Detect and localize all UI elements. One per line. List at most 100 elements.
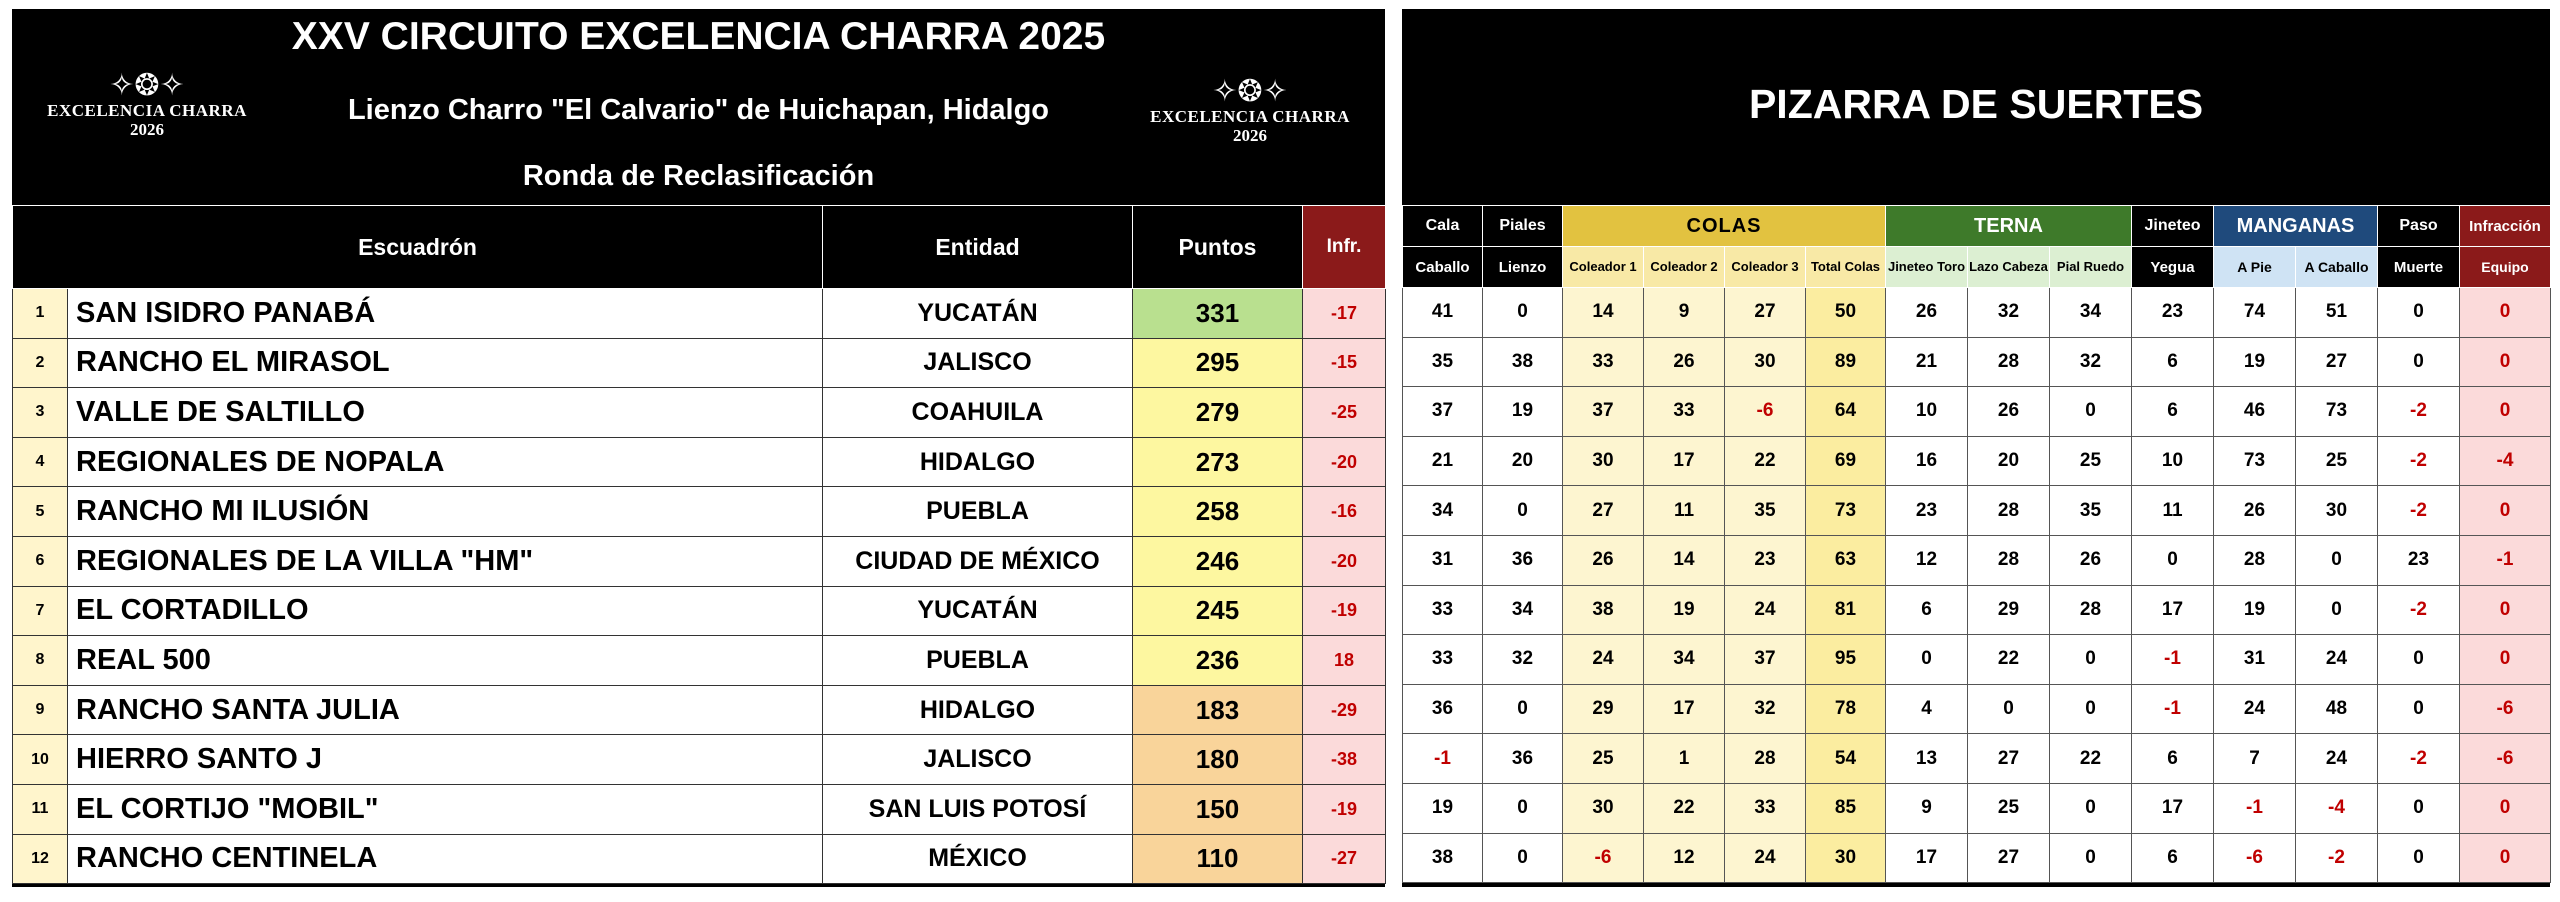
cala-caballo-cell: 34: [1402, 485, 1483, 536]
position-cell: 4: [12, 436, 68, 488]
jineteo-yegua-cell: 6: [2131, 733, 2214, 784]
classification-header: XXV CIRCUITO EXCELENCIA CHARRA 2025 ✧❂✧ …: [12, 9, 1385, 205]
position-cell: 7: [12, 585, 68, 637]
points-cell: 273: [1132, 436, 1303, 488]
horseshoe-icon: ✧❂✧: [1212, 75, 1288, 108]
mangana-a-pie-cell: 28: [2213, 534, 2296, 586]
coleador-1-cell: 29: [1562, 683, 1644, 735]
pial-ruedo-cell: 28: [2049, 584, 2132, 636]
paso-muerte-cell: -2: [2377, 485, 2460, 536]
paso-muerte-cell: -2: [2377, 584, 2460, 636]
team-name-cell: EL CORTADILLO: [67, 585, 823, 637]
total-colas-cell: 85: [1805, 782, 1886, 834]
paso-muerte-cell: 0: [2377, 336, 2460, 388]
jineteo-toro-cell: 23: [1885, 485, 1968, 536]
subheader-lazo-cabeza: Lazo Cabeza: [1967, 246, 2050, 288]
piales-lienzo-cell: 19: [1482, 386, 1563, 437]
scoreboard-panel: PIZARRA DE SUERTES Cala Piales COLAS TER…: [1402, 9, 2551, 887]
standings-row: 11 EL CORTIJO "MOBIL" SAN LUIS POTOSÍ 150 -1…: [12, 783, 1386, 835]
team-name-cell: RANCHO SANTA JULIA: [67, 684, 823, 736]
piales-lienzo-cell: 38: [1482, 336, 1563, 388]
cala-caballo-cell: 41: [1402, 287, 1483, 338]
mangana-a-caballo-cell: 73: [2295, 386, 2378, 437]
state-cell: PUEBLA: [822, 635, 1133, 686]
coleador-2-cell: 14: [1643, 534, 1725, 586]
paso-muerte-cell: -2: [2377, 733, 2460, 784]
coleador-1-cell: 26: [1562, 534, 1644, 586]
coleador-2-cell: 11: [1643, 485, 1725, 536]
penalty-cell: -19: [1302, 585, 1386, 637]
piales-lienzo-cell: 0: [1482, 485, 1563, 536]
coleador-3-cell: -6: [1724, 386, 1806, 437]
total-colas-cell: 50: [1805, 287, 1886, 338]
scoreboard-row: 37 19 37 33 -6 64 10 26 0 6 46 73 -2 0: [1402, 386, 2551, 437]
penalty-cell: -27: [1302, 833, 1386, 885]
jineteo-toro-cell: 17: [1885, 832, 1968, 884]
position-cell: 9: [12, 684, 68, 736]
mangana-a-pie-cell: 46: [2213, 386, 2296, 437]
points-cell: 180: [1132, 734, 1303, 785]
coleador-3-cell: 22: [1724, 435, 1806, 487]
cala-caballo-cell: 21: [1402, 435, 1483, 487]
penalty-cell: -17: [1302, 288, 1386, 339]
pial-ruedo-cell: 0: [2049, 683, 2132, 735]
state-cell: YUCATÁN: [822, 585, 1133, 637]
lazo-cabeza-cell: 26: [1967, 386, 2050, 437]
points-cell: 331: [1132, 288, 1303, 339]
piales-lienzo-cell: 0: [1482, 782, 1563, 834]
total-colas-cell: 30: [1805, 832, 1886, 884]
infraccion-equipo-cell: 0: [2459, 336, 2551, 388]
cala-caballo-cell: 31: [1402, 534, 1483, 586]
cala-caballo-cell: 36: [1402, 683, 1483, 735]
team-name-cell: REAL 500: [67, 635, 823, 686]
subheader-yegua: Yegua: [2131, 246, 2214, 288]
subheader-coleador-2: Coleador 2: [1643, 246, 1725, 288]
infraccion-equipo-cell: 0: [2459, 485, 2551, 536]
jineteo-yegua-cell: 11: [2131, 485, 2214, 536]
paso-muerte-cell: 0: [2377, 782, 2460, 834]
pial-ruedo-cell: 0: [2049, 386, 2132, 437]
mangana-a-caballo-cell: -4: [2295, 782, 2378, 834]
coleador-1-cell: 37: [1562, 386, 1644, 437]
state-cell: YUCATÁN: [822, 288, 1133, 339]
piales-lienzo-cell: 34: [1482, 584, 1563, 636]
coleador-2-cell: 34: [1643, 634, 1725, 685]
state-cell: CIUDAD DE MÉXICO: [822, 535, 1133, 587]
venue-subtitle: Lienzo Charro "El Calvario" de Huichapan…: [347, 94, 1050, 126]
jineteo-toro-cell: 9: [1885, 782, 1968, 834]
subheader-pial-ruedo: Pial Ruedo: [2049, 246, 2132, 288]
jineteo-toro-cell: 12: [1885, 534, 1968, 586]
jineteo-toro-cell: 16: [1885, 435, 1968, 487]
coleador-3-cell: 30: [1724, 336, 1806, 388]
team-name-cell: SAN ISIDRO PANABÁ: [67, 288, 823, 339]
position-cell: 1: [12, 288, 68, 339]
mangana-a-caballo-cell: 48: [2295, 683, 2378, 735]
mangana-a-pie-cell: 19: [2213, 336, 2296, 388]
coleador-1-cell: 25: [1562, 733, 1644, 784]
pial-ruedo-cell: 0: [2049, 782, 2132, 834]
total-colas-cell: 95: [1805, 634, 1886, 685]
scoreboard-row: 35 38 33 26 30 89 21 28 32 6 19 27 0 0: [1402, 336, 2551, 388]
group-header-terna: TERNA: [1885, 205, 2132, 247]
subheader-caballo: Caballo: [1402, 246, 1483, 288]
coleador-1-cell: -6: [1562, 832, 1644, 884]
paso-muerte-cell: -2: [2377, 386, 2460, 437]
standings-row: 1 SAN ISIDRO PANABÁ YUCATÁN 331 -17: [12, 288, 1386, 339]
subheader-equipo: Equipo: [2459, 246, 2551, 288]
infraccion-equipo-cell: 0: [2459, 634, 2551, 685]
mangana-a-caballo-cell: 27: [2295, 336, 2378, 388]
team-name-cell: HIERRO SANTO J: [67, 734, 823, 785]
scoreboard-row: 19 0 30 22 33 85 9 25 0 17 -1 -4 0 0: [1402, 782, 2551, 834]
infraccion-equipo-cell: -6: [2459, 683, 2551, 735]
piales-lienzo-cell: 0: [1482, 832, 1563, 884]
logo-left: ✧❂✧ EXCELENCIA CHARRA 2026: [32, 71, 262, 161]
coleador-1-cell: 24: [1562, 634, 1644, 685]
points-cell: 258: [1132, 486, 1303, 537]
cala-caballo-cell: 33: [1402, 634, 1483, 685]
column-header-escuadron: Escuadrón: [12, 205, 823, 289]
coleador-3-cell: 32: [1724, 683, 1806, 735]
lazo-cabeza-cell: 20: [1967, 435, 2050, 487]
scoreboard-row: 36 0 29 17 32 78 4 0 0 -1 24 48 0 -6: [1402, 683, 2551, 735]
subheader-total-colas: Total Colas: [1805, 246, 1886, 288]
lazo-cabeza-cell: 27: [1967, 733, 2050, 784]
